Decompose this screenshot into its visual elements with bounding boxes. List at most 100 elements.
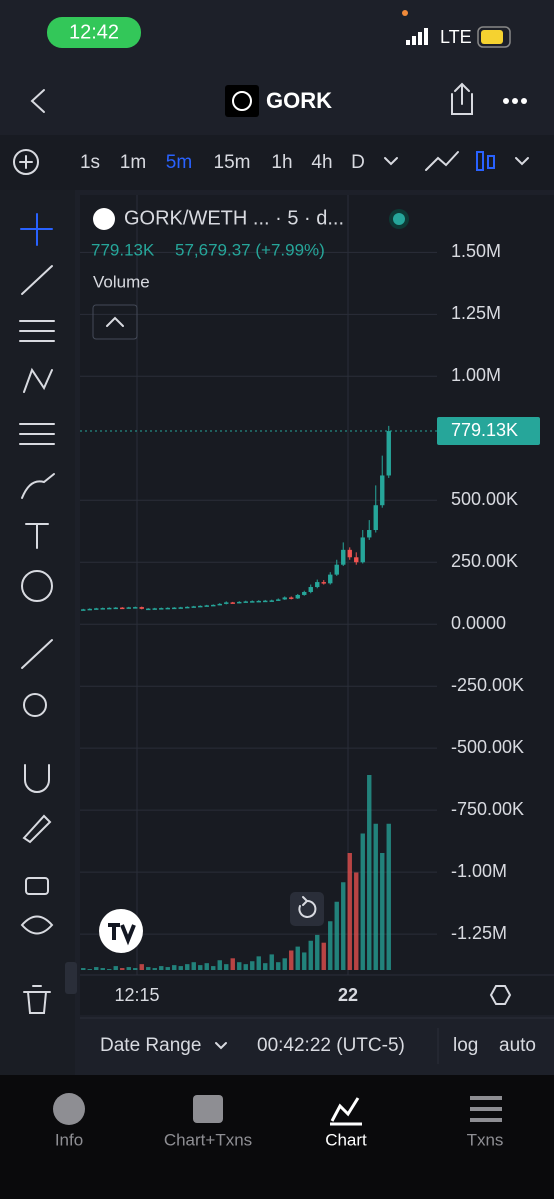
reset-button[interactable] [290, 892, 324, 926]
interval[interactable]: 1s [80, 152, 100, 173]
interval[interactable]: 1h [271, 152, 292, 173]
candle-body [211, 604, 216, 607]
volume-bar [347, 853, 352, 970]
candle-body [328, 574, 333, 584]
crosshair-tool[interactable] [20, 213, 53, 246]
volume-bar [321, 942, 326, 970]
ruler-tool[interactable] [21, 639, 53, 669]
volume-bar [146, 967, 151, 970]
volume-bar [263, 963, 268, 970]
candle-body [224, 602, 229, 604]
share-button[interactable] [451, 82, 473, 115]
volume-bar [367, 775, 372, 970]
tab-label[interactable]: Info [55, 1130, 83, 1149]
volume-bar [380, 853, 385, 970]
reset-icon [298, 896, 317, 918]
legend-symbol: GORK/WETH ... · 5 · d... [124, 207, 344, 229]
logo-mark [232, 91, 252, 111]
candle-body [373, 505, 378, 531]
battery-level [481, 30, 503, 44]
volume-bar [113, 966, 118, 970]
candle-body [191, 606, 196, 608]
candle-body [321, 582, 326, 584]
volume-bar [94, 967, 99, 970]
volume-bar [302, 952, 307, 970]
interval[interactable]: 15m [214, 152, 251, 173]
tab-bar [0, 1075, 554, 1199]
candle-body [107, 607, 112, 610]
candle-body [308, 587, 313, 592]
forecast-tool[interactable] [19, 423, 55, 445]
candle-body [159, 608, 164, 610]
brush-tool[interactable] [21, 473, 55, 499]
y-tick-label: -750.00K [451, 799, 524, 819]
collapse-icon [106, 316, 124, 327]
volume-bar [360, 833, 365, 970]
volume-bar [334, 901, 339, 970]
tab-label[interactable]: Chart+Txns [164, 1130, 252, 1149]
chart-icon [330, 1097, 362, 1126]
settings-button[interactable] [489, 985, 512, 1005]
txns-icon [470, 1096, 502, 1122]
delete-tool[interactable] [23, 985, 51, 1014]
line-style[interactable] [425, 151, 459, 171]
volume-bar [133, 968, 138, 970]
candle-body [204, 605, 209, 607]
interval-dropdown[interactable] [384, 157, 398, 166]
date-range[interactable]: Date Range [100, 1035, 201, 1056]
candle-body [185, 606, 190, 609]
volume-bar [120, 968, 125, 970]
chart-txns-icon [193, 1095, 223, 1123]
interval[interactable]: D [351, 152, 365, 173]
time-pill [47, 17, 141, 48]
volume-bar [237, 962, 242, 970]
volume-bar [198, 965, 203, 970]
trendline-tool[interactable] [21, 265, 53, 295]
lock-drawing-tool[interactable] [22, 814, 52, 844]
candle-body [87, 608, 92, 611]
candle-body [354, 557, 359, 563]
style-dropdown[interactable] [515, 157, 529, 166]
log-toggle[interactable]: log [453, 1035, 478, 1056]
sidebar-toggle[interactable] [65, 962, 77, 994]
signal [406, 28, 428, 45]
volume-bar [152, 968, 157, 970]
candle-body [360, 537, 365, 563]
text-tool[interactable] [25, 523, 49, 549]
lock-tool[interactable] [25, 877, 49, 895]
collapse-button[interactable] [92, 304, 138, 340]
interval[interactable]: 4h [311, 152, 332, 173]
zoom-tool[interactable] [23, 693, 47, 717]
candle-body [230, 602, 235, 604]
tv-logo-bg [99, 909, 143, 953]
y-tick-label: -1.25M [451, 923, 507, 943]
date-range-arrow [215, 1042, 227, 1050]
interval[interactable]: 1m [120, 152, 146, 173]
tab-label[interactable]: Chart [325, 1130, 367, 1149]
back-button[interactable] [30, 89, 45, 113]
volume-bar [269, 954, 274, 970]
candle-body [250, 601, 255, 603]
more-button[interactable] [503, 98, 527, 104]
chart-pane [80, 195, 554, 1015]
volume-bar [217, 960, 222, 970]
auto-toggle[interactable]: auto [499, 1035, 536, 1056]
candle-body [347, 549, 352, 558]
tv-logo [108, 923, 136, 946]
token-logo [225, 85, 259, 117]
candle-body [152, 608, 157, 610]
candle-body [386, 431, 391, 476]
candle-style[interactable] [476, 151, 495, 171]
tab-label[interactable]: Txns [467, 1130, 504, 1149]
emoji-tool[interactable] [21, 570, 53, 602]
battery [477, 26, 511, 48]
magnet-tool[interactable] [24, 764, 50, 793]
pattern-tool[interactable] [23, 367, 53, 393]
fib-tool[interactable] [19, 320, 55, 342]
add-button[interactable] [13, 149, 39, 175]
hide-tool[interactable] [20, 915, 54, 935]
volume-bar [178, 966, 183, 970]
volume-bar [386, 823, 391, 970]
interval[interactable]: 5m [166, 152, 192, 173]
